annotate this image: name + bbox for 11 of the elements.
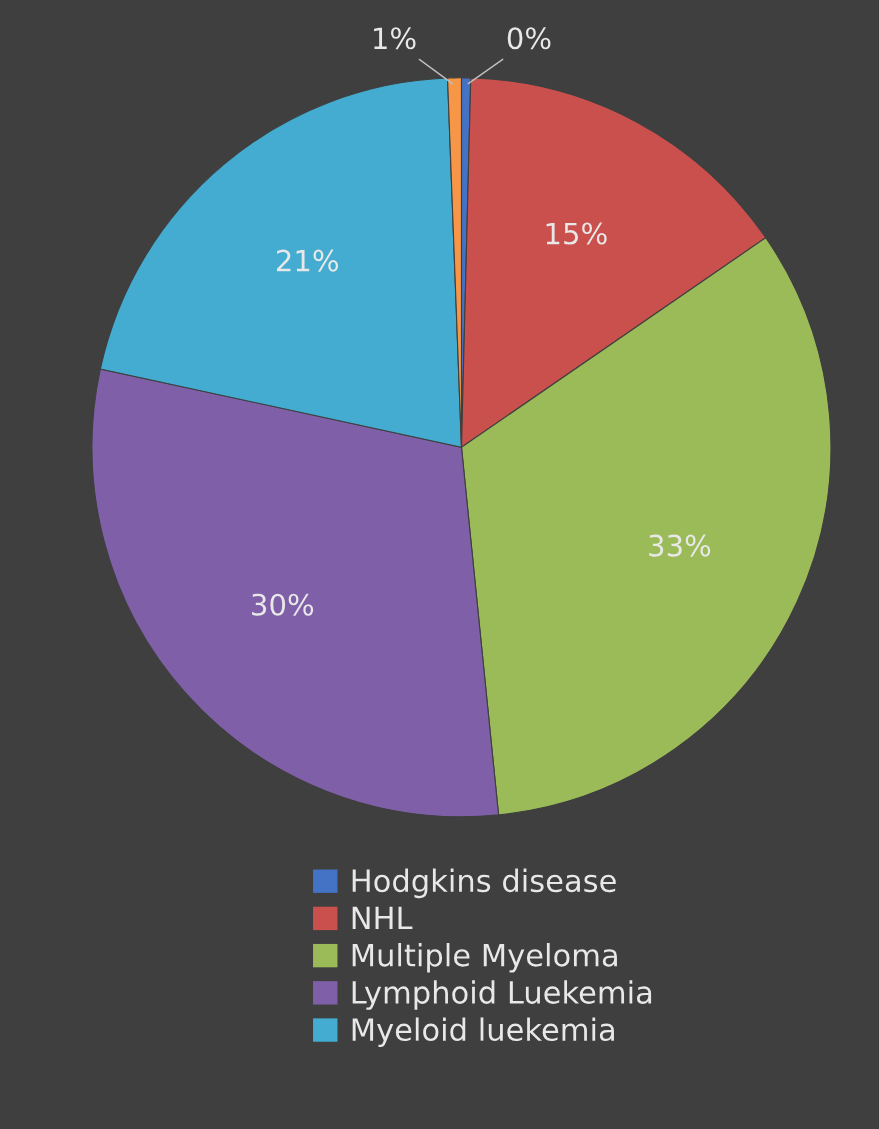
legend-label: NHL	[352, 906, 413, 930]
data-label: 33%	[649, 534, 711, 557]
data-label: 15%	[546, 222, 607, 245]
legend-label: Myeloid luekemia	[352, 1017, 614, 1048]
legend-label: Hodgkins disease	[352, 868, 616, 899]
data-label: 30%	[252, 593, 314, 616]
legend-label: Multiple Myeloma	[352, 943, 617, 973]
data-label: 21%	[276, 249, 339, 272]
legend-label: Lymphoid Luekemia	[352, 980, 652, 1010]
data-label: 0%	[507, 27, 551, 50]
data-label: 1%	[374, 27, 416, 50]
